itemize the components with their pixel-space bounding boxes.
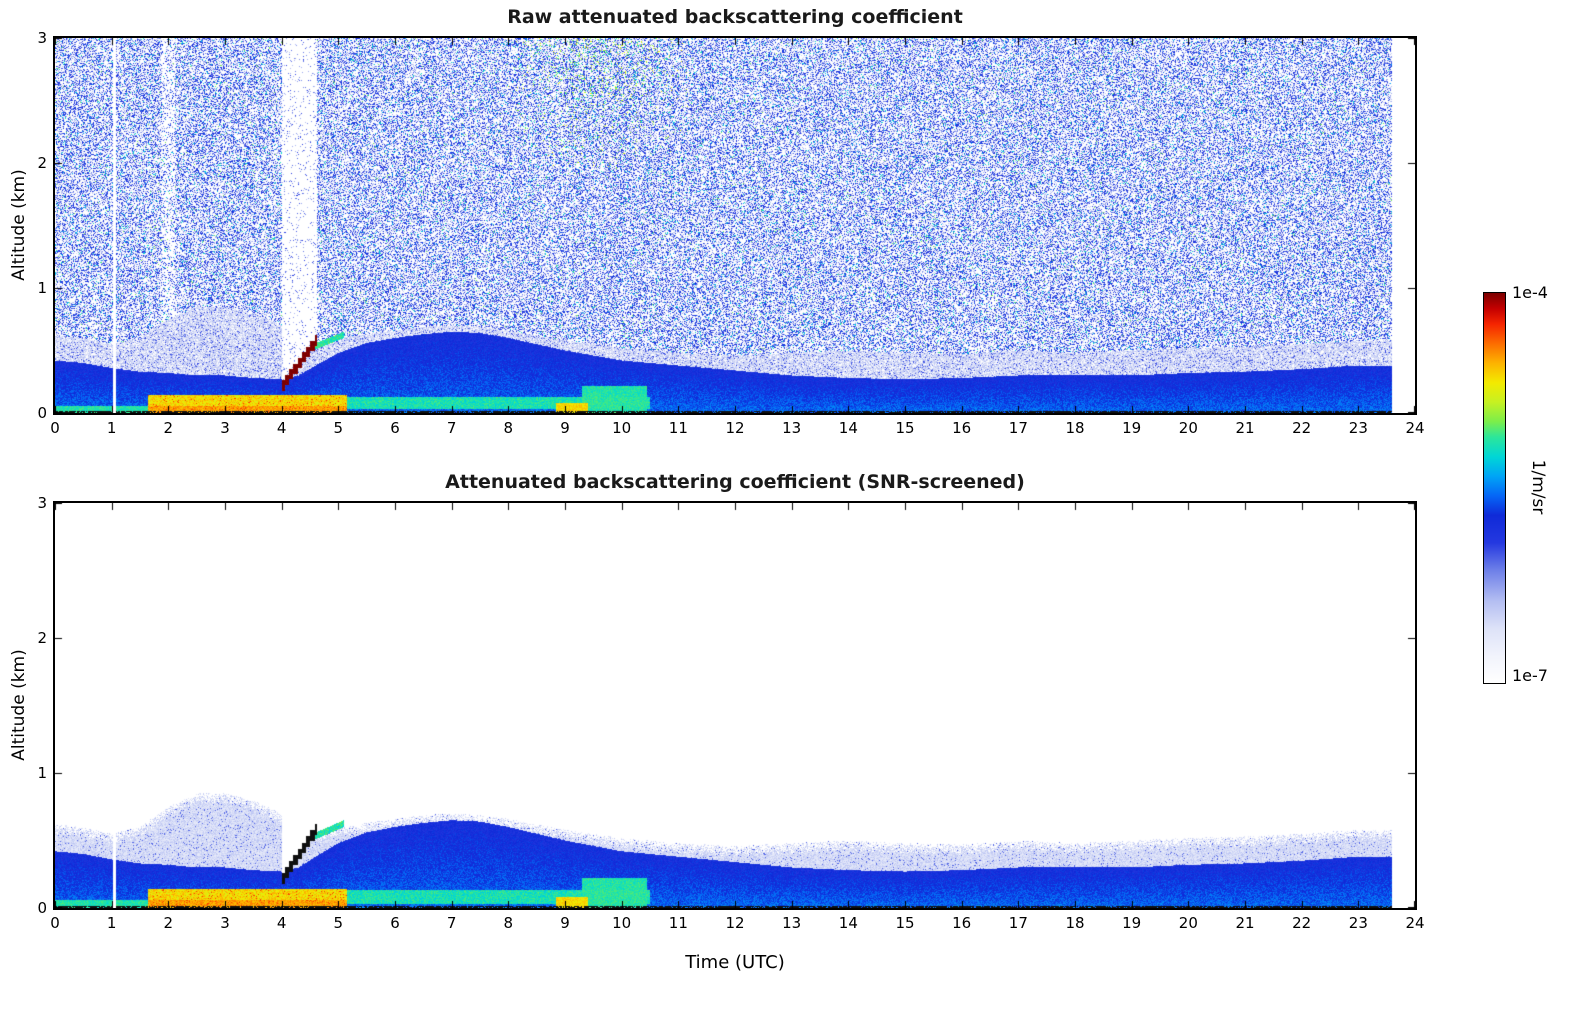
x-tick-label: 18 bbox=[1065, 419, 1085, 437]
x-tick-label: 9 bbox=[560, 419, 570, 437]
x-tick-label: 13 bbox=[782, 914, 802, 932]
x-tick-label: 15 bbox=[895, 419, 915, 437]
x-tick-label: 19 bbox=[1122, 914, 1142, 932]
x-axis-label: Time (UTC) bbox=[685, 952, 785, 973]
colorbar bbox=[1483, 292, 1506, 684]
x-tick-label: 9 bbox=[560, 914, 570, 932]
x-tick-label: 4 bbox=[276, 914, 287, 932]
x-tick-label: 8 bbox=[503, 419, 514, 437]
x-tick-label: 24 bbox=[1405, 419, 1425, 437]
x-tick-label: 14 bbox=[838, 419, 858, 437]
raw-panel-title: Raw attenuated backscattering coefficien… bbox=[507, 6, 963, 28]
x-tick-label: 10 bbox=[612, 914, 632, 932]
colorbar-unit-label: 1/m/sr bbox=[1528, 459, 1548, 515]
x-tick-label: 12 bbox=[725, 914, 745, 932]
x-tick-label: 5 bbox=[333, 419, 344, 437]
colorbar-gradient bbox=[1484, 293, 1505, 683]
x-tick-label: 23 bbox=[1348, 419, 1368, 437]
x-tick-label: 10 bbox=[612, 419, 632, 437]
y-tick-label: 2 bbox=[37, 154, 47, 172]
x-tick-label: 21 bbox=[1235, 419, 1255, 437]
y-tick-label: 0 bbox=[37, 404, 47, 422]
raw-backscatter-heatmap bbox=[55, 38, 1415, 413]
x-tick-label: 22 bbox=[1292, 914, 1312, 932]
y-tick-label: 2 bbox=[37, 629, 47, 647]
colorbar-min-label: 1e-7 bbox=[1512, 666, 1548, 685]
x-tick-label: 1 bbox=[106, 419, 117, 437]
x-tick-label: 15 bbox=[895, 914, 915, 932]
y-tick-label: 1 bbox=[37, 764, 47, 782]
x-tick-label: 17 bbox=[1008, 914, 1028, 932]
x-tick-label: 11 bbox=[668, 419, 688, 437]
x-tick-label: 11 bbox=[668, 914, 688, 932]
x-tick-label: 0 bbox=[50, 914, 60, 932]
x-tick-label: 19 bbox=[1122, 419, 1142, 437]
x-tick-label: 24 bbox=[1405, 914, 1425, 932]
x-tick-label: 0 bbox=[50, 419, 60, 437]
colorbar-max-label: 1e-4 bbox=[1512, 283, 1548, 302]
x-tick-label: 23 bbox=[1348, 914, 1368, 932]
x-tick-label: 3 bbox=[220, 419, 230, 437]
x-tick-label: 16 bbox=[952, 419, 972, 437]
x-tick-label: 7 bbox=[446, 419, 457, 437]
x-tick-label: 1 bbox=[106, 914, 117, 932]
x-tick-label: 17 bbox=[1008, 419, 1028, 437]
x-tick-label: 8 bbox=[503, 914, 514, 932]
x-tick-label: 21 bbox=[1235, 914, 1255, 932]
screened-panel-plot-area bbox=[53, 501, 1417, 910]
x-tick-label: 18 bbox=[1065, 914, 1085, 932]
x-tick-label: 13 bbox=[782, 419, 802, 437]
x-tick-label: 3 bbox=[220, 914, 230, 932]
y-tick-label: 3 bbox=[37, 494, 47, 512]
x-tick-label: 20 bbox=[1178, 914, 1198, 932]
screened-panel-title: Attenuated backscattering coefficient (S… bbox=[445, 471, 1025, 493]
raw-panel-plot-area bbox=[53, 36, 1417, 415]
x-tick-label: 4 bbox=[276, 419, 287, 437]
x-tick-label: 14 bbox=[838, 914, 858, 932]
x-tick-label: 16 bbox=[952, 914, 972, 932]
y-tick-label: 0 bbox=[37, 899, 47, 917]
y-tick-label: 1 bbox=[37, 279, 47, 297]
x-tick-label: 6 bbox=[390, 914, 400, 932]
screened-backscatter-heatmap bbox=[55, 503, 1415, 908]
x-tick-label: 12 bbox=[725, 419, 745, 437]
x-tick-label: 7 bbox=[446, 914, 457, 932]
x-tick-label: 22 bbox=[1292, 419, 1312, 437]
x-tick-label: 6 bbox=[390, 419, 400, 437]
x-tick-label: 2 bbox=[163, 419, 174, 437]
x-tick-label: 20 bbox=[1178, 419, 1198, 437]
y-tick-label: 3 bbox=[37, 29, 47, 47]
x-tick-label: 5 bbox=[333, 914, 344, 932]
x-tick-label: 2 bbox=[163, 914, 174, 932]
